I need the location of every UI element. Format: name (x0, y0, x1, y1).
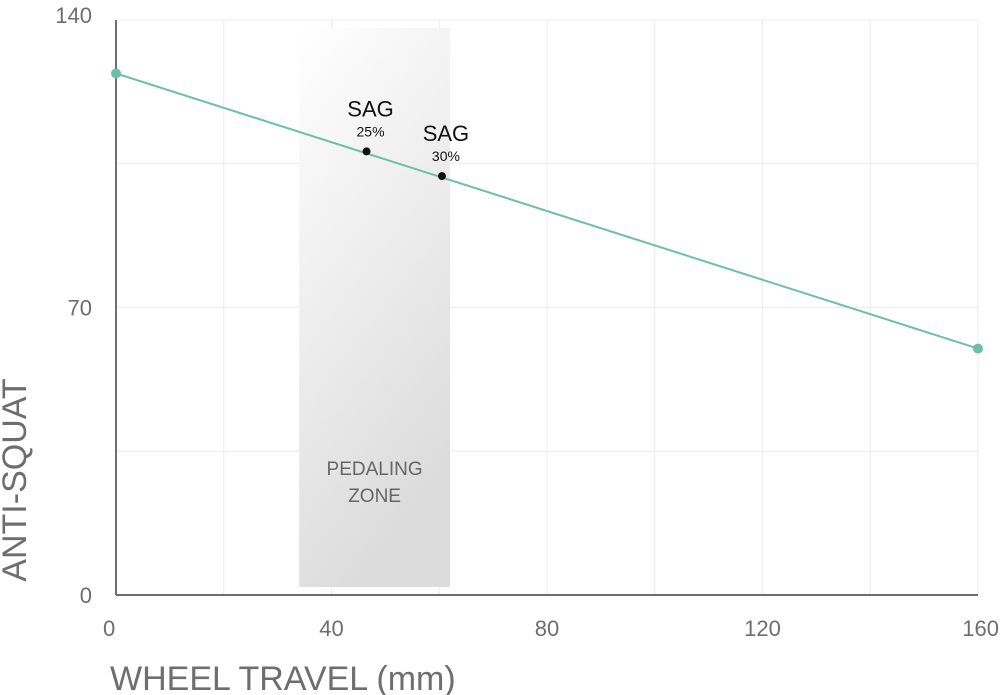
x-tick-label: 40 (319, 616, 343, 641)
series-point (111, 68, 121, 79)
series-layer (111, 68, 983, 354)
sag-point (437, 172, 446, 181)
sag-percent: 30% (432, 148, 460, 164)
series-point (973, 343, 983, 354)
x-axis-title: WHEEL TRAVEL (mm) (110, 660, 456, 695)
axes (115, 20, 978, 596)
pedaling-zone (299, 28, 451, 587)
y-tick-label: 0 (80, 583, 92, 608)
y-tick-label: 70 (68, 296, 92, 321)
y-tick-label: 140 (55, 3, 92, 28)
x-tick-label: 120 (744, 616, 781, 641)
pedaling-zone-label: PEDALING (327, 459, 423, 480)
x-tick-label: 80 (535, 616, 559, 641)
tick-labels: 0 40 80 120 160 0 70 140 (55, 3, 999, 641)
x-tick-label: 160 (962, 616, 999, 641)
sag-point (362, 147, 371, 156)
sag-label: SAG (423, 121, 469, 146)
series-line (115, 72, 979, 350)
x-tick-label: 0 (103, 616, 115, 641)
pedaling-zone-label: ZONE (348, 486, 401, 507)
sag-label: SAG (347, 96, 393, 121)
sag-percent: 25% (357, 123, 385, 139)
sag-annotations: SAG 25% SAG 30% (347, 96, 469, 181)
y-axis-title: ANTI-SQUAT (0, 378, 34, 581)
